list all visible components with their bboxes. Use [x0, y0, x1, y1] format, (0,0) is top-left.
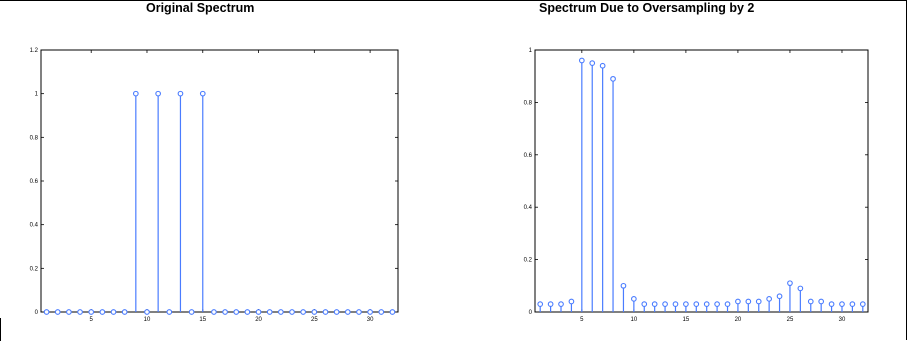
stem-marker [839, 301, 845, 307]
y-tick-label: 0.2 [524, 258, 533, 264]
x-tick-label: 25 [311, 317, 318, 323]
stem-marker [199, 90, 206, 97]
y-tick-label: 1 [35, 92, 39, 98]
stem-marker [333, 309, 340, 315]
stem-marker [389, 309, 396, 315]
stem-marker [714, 301, 720, 307]
stem-marker [266, 309, 273, 315]
stem-marker [568, 298, 575, 305]
y-tick-label: 0.4 [524, 205, 533, 211]
stem-marker [589, 60, 596, 66]
y-tick-label: 0 [35, 310, 39, 316]
stem-marker [66, 309, 72, 315]
stem-marker [662, 301, 668, 307]
stem-marker [244, 309, 251, 315]
x-tick-label: 5 [580, 317, 584, 323]
y-tick-label: 0.8 [30, 135, 39, 141]
stem-marker [77, 309, 83, 315]
stem-marker [54, 309, 61, 315]
x-tick-label: 10 [631, 317, 638, 323]
x-tick-label: 5 [90, 317, 94, 323]
stem-marker [620, 282, 627, 289]
x-tick-label: 15 [683, 317, 690, 323]
plot-original-spectrum: 0 0.2 0.4 0.6 0.8 1 1.2 5 10 15 20 25 30 [30, 48, 399, 323]
stem-marker [211, 309, 217, 315]
x-tick-label: 15 [199, 317, 206, 323]
stem-marker [155, 90, 161, 97]
y-tick-label: 0.2 [30, 266, 39, 272]
stem-marker [233, 309, 240, 315]
stem-marker [859, 301, 866, 307]
stem-marker [110, 309, 117, 315]
y-tick-label: 0.4 [30, 223, 39, 229]
stem-marker [255, 309, 262, 315]
stem-marker [683, 301, 689, 307]
stem-marker [745, 298, 752, 305]
stem-marker [144, 309, 150, 315]
stem-marker [132, 90, 139, 97]
stem-marker [807, 298, 814, 305]
stem-marker [849, 301, 856, 307]
stem-marker [300, 309, 307, 315]
stem-marker [547, 301, 554, 307]
plot-axes-box [534, 49, 869, 313]
stem-marker [322, 309, 329, 315]
stem-marker [43, 309, 50, 315]
stem-marker [166, 309, 173, 315]
stem-marker [724, 301, 731, 307]
stem-marker [610, 75, 616, 82]
stem-marker [641, 301, 648, 307]
stem-marker [188, 309, 195, 315]
stem-marker [735, 298, 741, 305]
stem-marker [99, 309, 106, 315]
stem-marker [766, 296, 772, 302]
stem-marker [776, 293, 783, 300]
x-tick-label: 25 [787, 317, 794, 323]
stem-marker [651, 301, 658, 307]
stem-marker [537, 301, 544, 307]
y-tick-label: 0.6 [524, 153, 533, 159]
y-tick-label: 0.6 [30, 179, 39, 185]
y-tick-label: 0 [529, 310, 533, 316]
y-tick-label: 0.8 [524, 100, 533, 106]
x-tick-label: 10 [144, 317, 151, 323]
x-tick-label: 20 [255, 317, 262, 323]
stem-marker [222, 309, 228, 315]
stem-marker [278, 309, 284, 315]
stem-marker [88, 309, 95, 315]
stem-marker [787, 280, 793, 287]
stem-marker [344, 309, 351, 315]
x-tick-label: 20 [735, 317, 742, 323]
y-tick-label: 1 [529, 48, 533, 54]
plot-axes-box [40, 49, 399, 313]
plot-oversampled-spectrum: 00.20.40.60.815 10 15 20 25 30 [524, 48, 869, 323]
x-tick-label: 30 [839, 317, 846, 323]
stem-marker [558, 301, 564, 307]
figure-frame-edge [0, 318, 1, 341]
stem-marker [631, 296, 637, 302]
stem-marker [289, 309, 295, 315]
stem-marker [121, 309, 128, 315]
stem-marker [599, 62, 606, 69]
x-tick-label: 30 [367, 317, 374, 323]
chart-title-oversampled: Spectrum Due to Oversampling by 2 [539, 1, 755, 15]
stem-marker [578, 57, 585, 64]
stem-marker [672, 301, 679, 307]
stem-marker [818, 298, 825, 305]
y-tick-label: 1.2 [30, 48, 39, 54]
stem-marker [367, 309, 373, 315]
stem-marker [828, 301, 835, 307]
stem-marker [356, 309, 362, 315]
stem-marker [378, 309, 385, 315]
stem-marker [703, 301, 710, 307]
stem-marker [693, 301, 700, 307]
stem-marker [797, 285, 804, 292]
stem-marker [755, 298, 762, 305]
stem-marker [177, 90, 184, 97]
chart-title-original: Original Spectrum [146, 1, 255, 15]
stem-marker [311, 309, 318, 315]
